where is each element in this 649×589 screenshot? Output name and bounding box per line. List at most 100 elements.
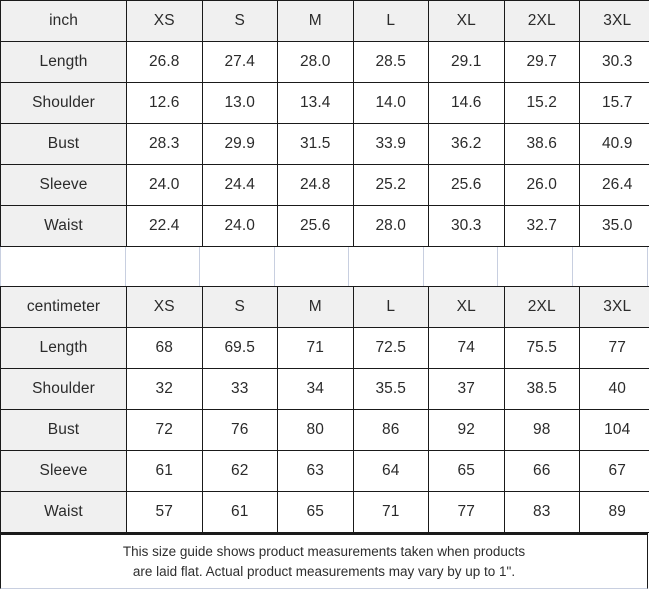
size-table-centimeter: centimeter XS S M L XL 2XL 3XL Length 68… xyxy=(0,286,649,533)
cell-shoulder-3xl: 40 xyxy=(580,369,649,410)
cell-waist-l: 71 xyxy=(353,492,429,533)
cell-bust-3xl: 104 xyxy=(580,410,649,451)
cell-sleeve-xs: 61 xyxy=(127,451,203,492)
column-header-l: L xyxy=(353,287,429,328)
row-label-length: Length xyxy=(1,328,127,369)
cell-shoulder-xl: 37 xyxy=(429,369,505,410)
column-header-s: S xyxy=(202,1,278,42)
cell-waist-s: 24.0 xyxy=(202,206,278,247)
column-header-3xl: 3XL xyxy=(580,1,649,42)
column-header-xl: XL xyxy=(429,287,505,328)
column-header-xs: XS xyxy=(127,287,203,328)
column-header-l: L xyxy=(353,1,429,42)
column-header-2xl: 2XL xyxy=(504,287,580,328)
row-label-bust: Bust xyxy=(1,410,127,451)
table-row: Length 26.8 27.4 28.0 28.5 29.1 29.7 30.… xyxy=(1,42,649,83)
cell-length-m: 71 xyxy=(278,328,354,369)
cell-length-m: 28.0 xyxy=(278,42,354,83)
cell-shoulder-s: 13.0 xyxy=(202,83,278,124)
cell-waist-m: 65 xyxy=(278,492,354,533)
table-row: Sleeve 61 62 63 64 65 66 67 xyxy=(1,451,649,492)
cell-shoulder-2xl: 15.2 xyxy=(504,83,580,124)
cell-bust-3xl: 40.9 xyxy=(580,124,649,165)
cell-bust-xl: 92 xyxy=(429,410,505,451)
size-table-inch: inch XS S M L XL 2XL 3XL Length 26.8 27.… xyxy=(0,0,649,247)
cell-waist-xs: 22.4 xyxy=(127,206,203,247)
cell-shoulder-s: 33 xyxy=(202,369,278,410)
cell-sleeve-m: 63 xyxy=(278,451,354,492)
table-row: Bust 72 76 80 86 92 98 104 xyxy=(1,410,649,451)
cell-bust-2xl: 98 xyxy=(504,410,580,451)
unit-header-inch: inch xyxy=(1,1,127,42)
cell-waist-xs: 57 xyxy=(127,492,203,533)
cell-waist-3xl: 35.0 xyxy=(580,206,649,247)
cell-shoulder-l: 14.0 xyxy=(353,83,429,124)
cell-sleeve-2xl: 66 xyxy=(504,451,580,492)
table-row: Shoulder 12.6 13.0 13.4 14.0 14.6 15.2 1… xyxy=(1,83,649,124)
cell-length-xl: 74 xyxy=(429,328,505,369)
column-header-2xl: 2XL xyxy=(504,1,580,42)
cell-shoulder-m: 13.4 xyxy=(278,83,354,124)
cell-length-3xl: 77 xyxy=(580,328,649,369)
cell-sleeve-3xl: 67 xyxy=(580,451,649,492)
spacer-cell xyxy=(275,247,349,286)
cell-sleeve-xs: 24.0 xyxy=(127,165,203,206)
cell-length-2xl: 29.7 xyxy=(504,42,580,83)
row-label-sleeve: Sleeve xyxy=(1,165,127,206)
cell-shoulder-xs: 12.6 xyxy=(127,83,203,124)
column-header-xl: XL xyxy=(429,1,505,42)
size-guide-disclaimer: This size guide shows product measuremen… xyxy=(0,533,648,589)
cell-shoulder-3xl: 15.7 xyxy=(580,83,649,124)
cell-length-s: 27.4 xyxy=(202,42,278,83)
table-row: Sleeve 24.0 24.4 24.8 25.2 25.6 26.0 26.… xyxy=(1,165,649,206)
table-row: Waist 22.4 24.0 25.6 28.0 30.3 32.7 35.0 xyxy=(1,206,649,247)
cell-waist-m: 25.6 xyxy=(278,206,354,247)
row-label-sleeve: Sleeve xyxy=(1,451,127,492)
table-row: Bust 28.3 29.9 31.5 33.9 36.2 38.6 40.9 xyxy=(1,124,649,165)
cell-bust-m: 31.5 xyxy=(278,124,354,165)
cell-bust-xs: 28.3 xyxy=(127,124,203,165)
row-label-shoulder: Shoulder xyxy=(1,83,127,124)
cell-shoulder-l: 35.5 xyxy=(353,369,429,410)
cell-waist-xl: 77 xyxy=(429,492,505,533)
size-table-centimeter-body: Length 68 69.5 71 72.5 74 75.5 77 Should… xyxy=(1,328,649,533)
cell-bust-s: 76 xyxy=(202,410,278,451)
cell-length-3xl: 30.3 xyxy=(580,42,649,83)
cell-length-xl: 29.1 xyxy=(429,42,505,83)
cell-waist-s: 61 xyxy=(202,492,278,533)
row-label-length: Length xyxy=(1,42,127,83)
row-label-waist: Waist xyxy=(1,206,127,247)
cell-sleeve-xl: 25.6 xyxy=(429,165,505,206)
cell-shoulder-2xl: 38.5 xyxy=(504,369,580,410)
cell-waist-3xl: 89 xyxy=(580,492,649,533)
cell-sleeve-2xl: 26.0 xyxy=(504,165,580,206)
spacer-cell xyxy=(126,247,200,286)
spacer-cell xyxy=(349,247,423,286)
header-row: centimeter XS S M L XL 2XL 3XL xyxy=(1,287,649,328)
row-label-bust: Bust xyxy=(1,124,127,165)
row-label-waist: Waist xyxy=(1,492,127,533)
disclaimer-line-1: This size guide shows product measuremen… xyxy=(123,542,525,562)
cell-sleeve-s: 24.4 xyxy=(202,165,278,206)
cell-bust-l: 33.9 xyxy=(353,124,429,165)
column-header-s: S xyxy=(202,287,278,328)
cell-shoulder-xl: 14.6 xyxy=(429,83,505,124)
column-header-m: M xyxy=(278,1,354,42)
table-row: Shoulder 32 33 34 35.5 37 38.5 40 xyxy=(1,369,649,410)
cell-waist-l: 28.0 xyxy=(353,206,429,247)
table-spacer-row xyxy=(0,247,648,286)
cell-waist-2xl: 32.7 xyxy=(504,206,580,247)
cell-bust-xl: 36.2 xyxy=(429,124,505,165)
cell-sleeve-s: 62 xyxy=(202,451,278,492)
cell-bust-m: 80 xyxy=(278,410,354,451)
spacer-cell xyxy=(424,247,498,286)
cell-sleeve-m: 24.8 xyxy=(278,165,354,206)
cell-waist-xl: 30.3 xyxy=(429,206,505,247)
cell-length-l: 72.5 xyxy=(353,328,429,369)
cell-sleeve-3xl: 26.4 xyxy=(580,165,649,206)
cell-length-s: 69.5 xyxy=(202,328,278,369)
cell-sleeve-xl: 65 xyxy=(429,451,505,492)
cell-length-2xl: 75.5 xyxy=(504,328,580,369)
disclaimer-line-2: are laid flat. Actual product measuremen… xyxy=(133,562,515,582)
column-header-xs: XS xyxy=(127,1,203,42)
